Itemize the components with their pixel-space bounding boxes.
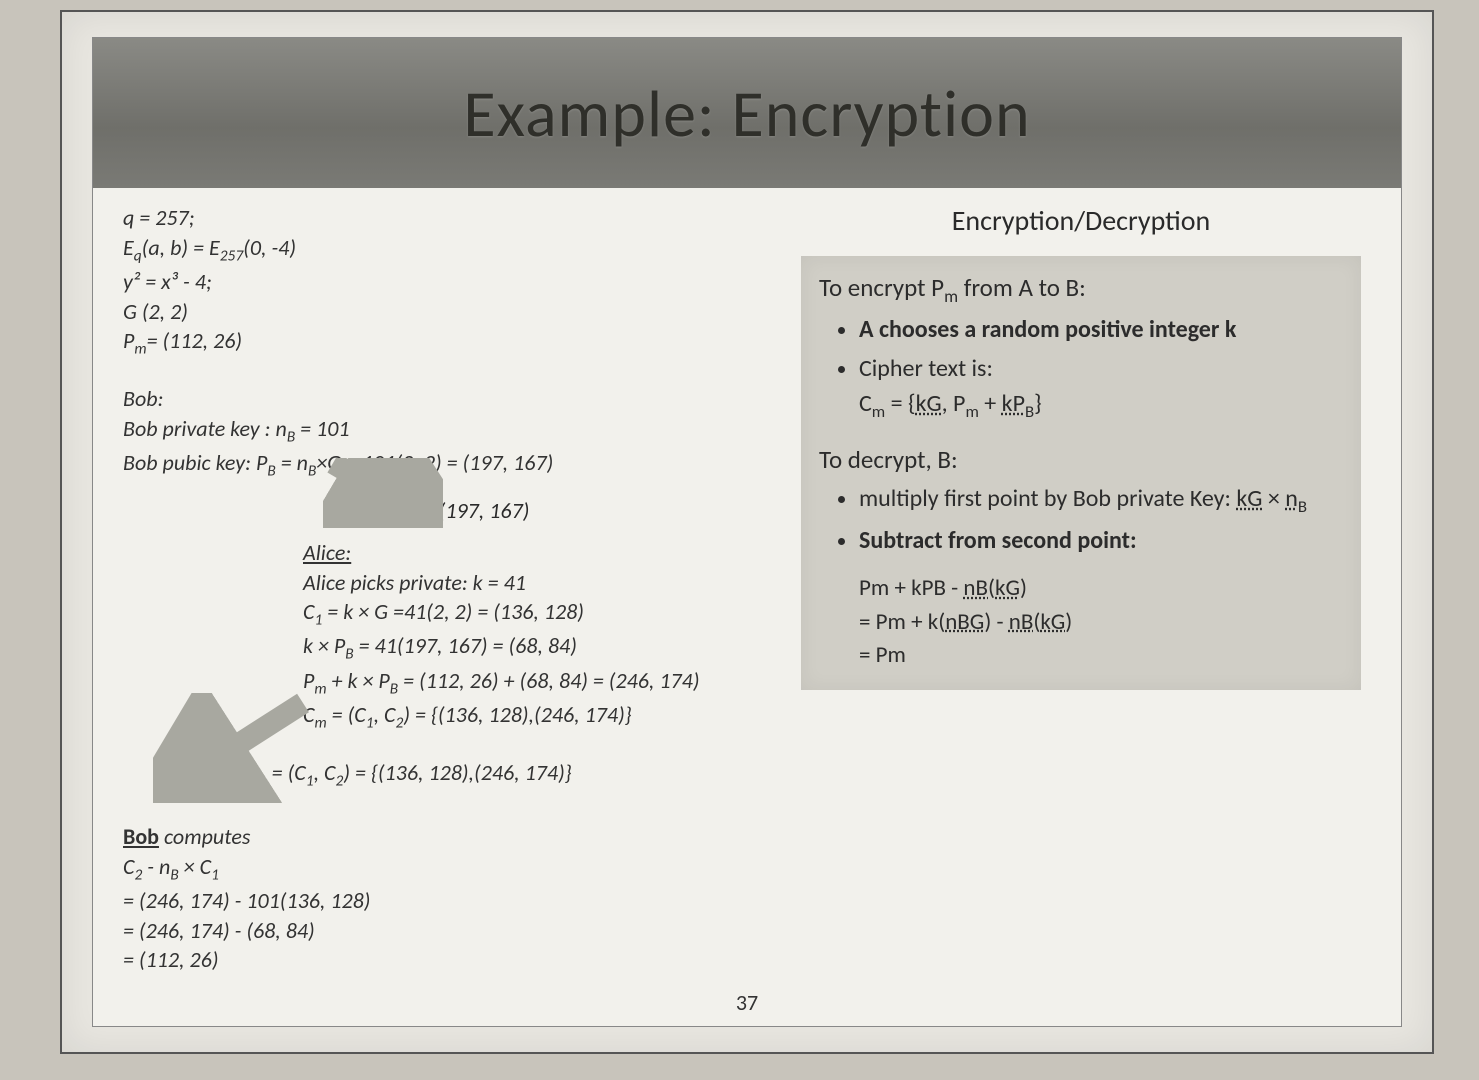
alice-line: Alice picks private: k = 41 bbox=[303, 568, 743, 598]
encrypt-lead: To encrypt Pm from A to B: bbox=[819, 270, 1343, 309]
param-line: y² = x³ - 4; bbox=[123, 267, 743, 297]
list-item: Subtract from second point: bbox=[859, 524, 1343, 559]
alice-line: Cm = (C1, C2) = {(136, 128),(246, 174)} bbox=[303, 700, 743, 734]
bob-comp-line: = (112, 26) bbox=[123, 945, 743, 975]
encrypt-bullets: A chooses a random positive integer k Ci… bbox=[819, 313, 1343, 424]
bob-comp-line: C2 - nB × C1 bbox=[123, 852, 743, 886]
page-number: 37 bbox=[736, 989, 758, 1016]
alice-line: Pm + k × PB = (112, 26) + (68, 84) = (24… bbox=[303, 666, 743, 700]
decrypt-formula: Pm + kPB - nB(kG) = Pm + k(nBG) - nB(kG)… bbox=[859, 572, 1343, 672]
scanned-page: Example: Encryption q = 257; Eq(a, b) = … bbox=[60, 10, 1434, 1054]
encryption-panel: To encrypt Pm from A to B: A chooses a r… bbox=[801, 256, 1361, 690]
slide-title: Example: Encryption bbox=[93, 38, 1401, 188]
title-text: Example: Encryption bbox=[463, 73, 1030, 154]
bob-comp-line: = (246, 174) - 101(136, 128) bbox=[123, 886, 743, 916]
bob-public: Bob pubic key: PB = nB×G = 101(2, 2) = (… bbox=[123, 448, 743, 482]
decrypt-lead: To decrypt, B: bbox=[819, 442, 1343, 478]
right-header: Encryption/Decryption bbox=[801, 203, 1361, 238]
bob-comp-line: = (246, 174) - (68, 84) bbox=[123, 916, 743, 946]
bob-computes: Bob computes C2 - nB × C1 = (246, 174) -… bbox=[123, 822, 743, 975]
list-item: A chooses a random positive integer k bbox=[859, 313, 1343, 348]
param-line: q = 257; bbox=[123, 203, 743, 233]
left-column: q = 257; Eq(a, b) = E257(0, -4) y² = x³ … bbox=[123, 203, 743, 975]
bob-private: Bob private key : nB = 101 bbox=[123, 414, 743, 448]
slide: Example: Encryption q = 257; Eq(a, b) = … bbox=[92, 37, 1402, 1027]
param-line: Eq(a, b) = E257(0, -4) bbox=[123, 233, 743, 267]
alice-line: k × PB = 41(197, 167) = (68, 84) bbox=[303, 631, 743, 665]
bob-head: Bob: bbox=[123, 384, 743, 414]
bob-keys: Bob: Bob private key : nB = 101 Bob pubi… bbox=[123, 384, 743, 482]
alice-line: C1 = k × G =41(2, 2) = (136, 128) bbox=[303, 597, 743, 631]
param-line: G (2, 2) bbox=[123, 297, 743, 327]
bob-comp-head: Bob computes bbox=[123, 822, 743, 852]
curve-parameters: q = 257; Eq(a, b) = E257(0, -4) y² = x³ … bbox=[123, 203, 743, 360]
alice-head: Alice: bbox=[303, 539, 351, 566]
cm-sent: Cm = (C1, C2) = {(136, 128),(246, 174)} bbox=[243, 758, 743, 792]
alice-block: Alice: Alice picks private: k = 41 C1 = … bbox=[303, 538, 743, 734]
param-line: Pm= (112, 26) bbox=[123, 326, 743, 360]
decrypt-bullets: multiply first point by Bob private Key:… bbox=[819, 482, 1343, 558]
list-item: multiply first point by Bob private Key:… bbox=[859, 482, 1343, 519]
list-item: Cipher text is: Cm = {kG, Pm + kPB} bbox=[859, 352, 1343, 424]
pb-label: PB= (197, 167) bbox=[403, 497, 743, 528]
right-column: Encryption/Decryption To encrypt Pm from… bbox=[801, 203, 1361, 690]
slide-body: q = 257; Eq(a, b) = E257(0, -4) y² = x³ … bbox=[123, 203, 1371, 976]
